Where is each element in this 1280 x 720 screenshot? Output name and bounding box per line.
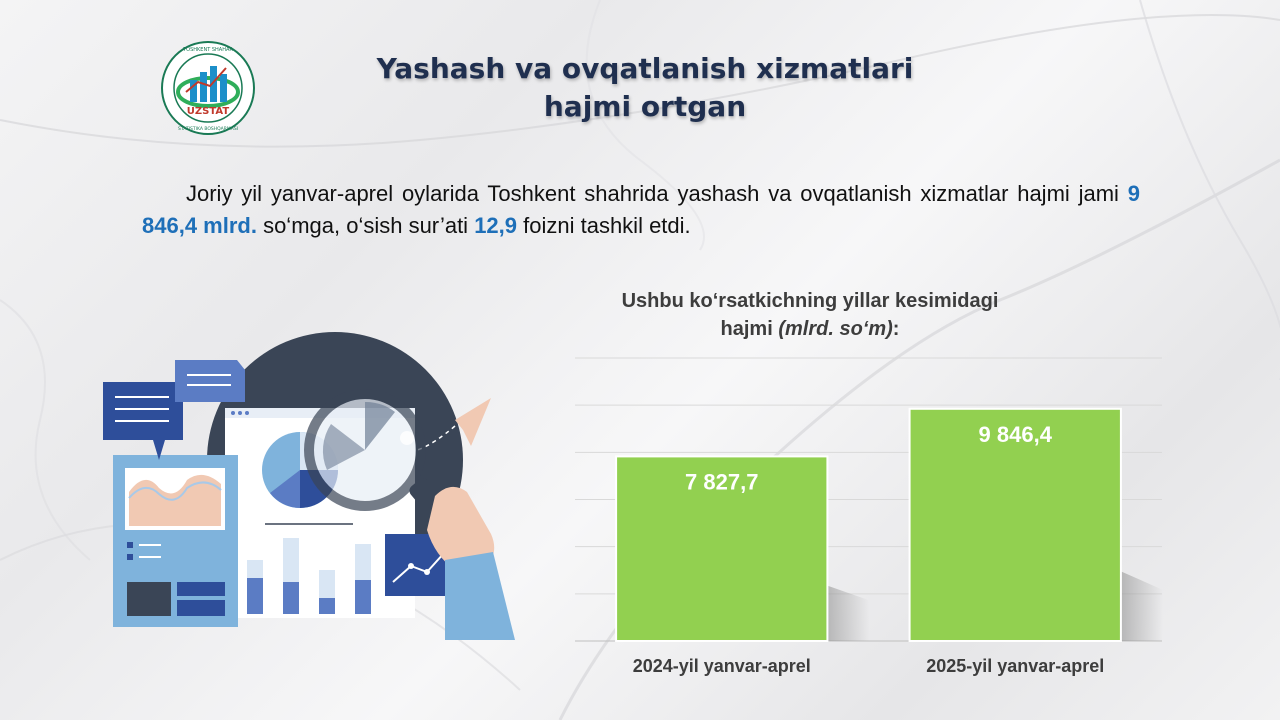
chart-value-label: 9 846,4 <box>979 422 1053 447</box>
chart-title-unit: (mlrd. so‘m) <box>778 318 893 340</box>
chart-title-suffix: : <box>892 318 900 340</box>
chart-bar-shadow <box>1120 571 1163 641</box>
chart-bar-2 <box>908 407 1122 642</box>
page-title: Yashash va ovqatlanish xizmatlari hajmi … <box>300 50 990 126</box>
summary-total-value: 9 846,4 mlrd. <box>142 181 1140 238</box>
chart-title-text: Ushbu ko‘rsatkichning yillar kesimidagi … <box>621 290 999 340</box>
chart-labels: 7 827,7 2024-yil yanvar-aprel 9 846,4 2025-… <box>633 422 1105 676</box>
page-title-line1: Yashash va ovqatlanish xizmatlari <box>376 52 914 85</box>
summary-text-part2: so‘mga, o‘sish sur’ati <box>256 213 475 238</box>
logo-text: UZSTAT <box>187 106 230 117</box>
chart-bar-1 <box>615 455 829 642</box>
summary-text-part3: foizni tashkil etdi. <box>517 213 691 238</box>
uzstat-logo-icon: UZSTAT TOSHKENT SHAHAR STATISTIKA BOSHQA… <box>161 41 255 135</box>
chart-title: Ushbu ko‘rsatkichning yillar kesimidagi … <box>600 287 1020 343</box>
logo-ring-bottom-text: STATISTIKA BOSHQARMASI <box>178 126 238 132</box>
chart-value-label: 7 827,7 <box>685 469 758 494</box>
logo-ring-top-text: TOSHKENT SHAHAR <box>182 47 233 53</box>
chart-bar-shadow <box>827 585 870 641</box>
chart-bars <box>615 407 1122 642</box>
chart-category-label: 2025-yil yanvar-aprel <box>926 656 1104 676</box>
chart-category-label: 2024-yil yanvar-aprel <box>633 656 811 676</box>
chart-bar-shadows <box>827 571 1163 641</box>
summary-text-part1: Joriy yil yanvar-aprel oylarida Toshkent… <box>186 181 1128 206</box>
summary-paragraph: Joriy yil yanvar-aprel oylarida Toshkent… <box>142 178 1140 242</box>
data-analysis-illustration-icon <box>103 332 515 640</box>
summary-growth-value: 12,9 <box>474 213 518 238</box>
page-title-line2: hajmi ortgan <box>543 90 747 123</box>
